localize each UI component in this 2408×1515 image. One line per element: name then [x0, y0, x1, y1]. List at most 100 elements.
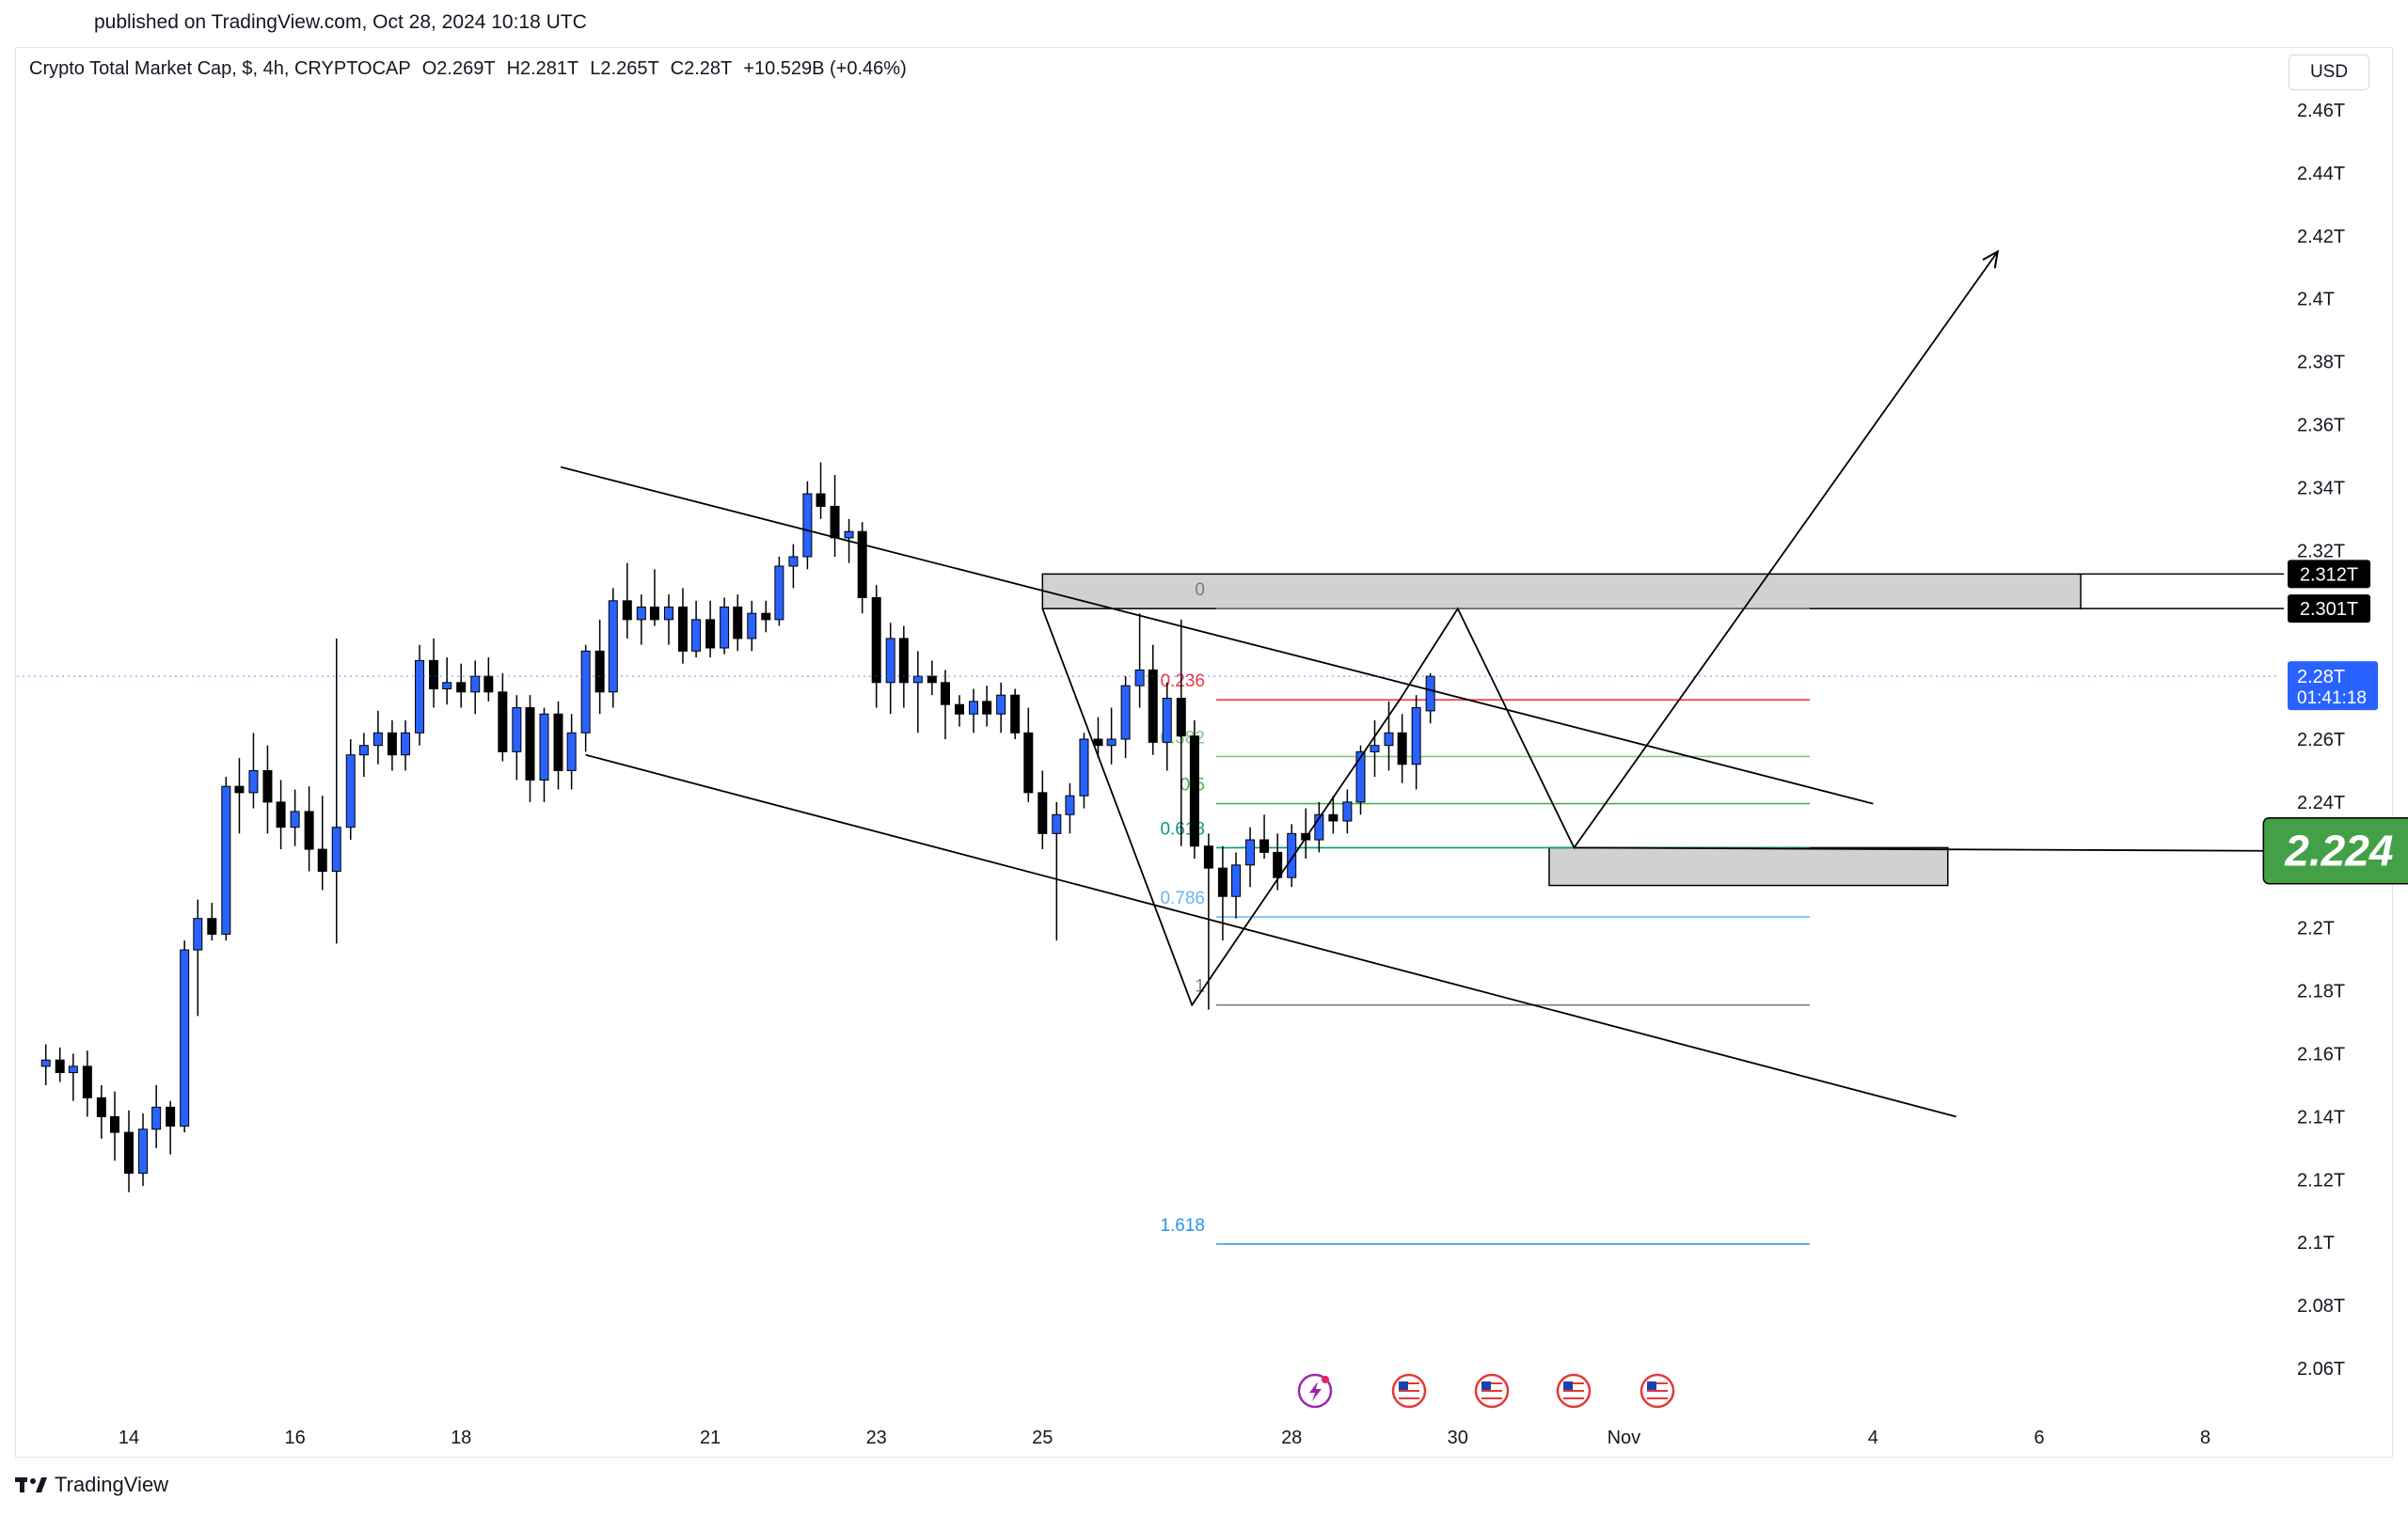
bullish-candle[interactable] — [331, 827, 341, 872]
bullish-candle[interactable] — [969, 701, 979, 715]
bearish-candle[interactable] — [1328, 813, 1339, 822]
bullish-candle[interactable] — [40, 1059, 51, 1067]
current-price-tag[interactable] — [2288, 661, 2378, 711]
bearish-candle[interactable] — [553, 713, 563, 771]
target-connector-line[interactable] — [1574, 846, 2264, 852]
bearish-candle[interactable] — [1217, 867, 1228, 897]
bullish-candle[interactable] — [1342, 801, 1353, 822]
bearish-candle[interactable] — [649, 607, 659, 621]
bearish-candle[interactable] — [1189, 735, 1199, 847]
channel-upper-trendline[interactable] — [560, 466, 1874, 805]
bullish-candle[interactable] — [1384, 732, 1394, 747]
bullish-candle[interactable] — [1287, 832, 1297, 878]
bullish-candle[interactable] — [248, 769, 259, 794]
bearish-candle[interactable] — [761, 612, 771, 621]
bearish-candle[interactable] — [857, 530, 867, 598]
target-label-box[interactable] — [2262, 816, 2408, 885]
bearish-candle[interactable] — [594, 650, 605, 693]
bearish-candle[interactable] — [622, 600, 632, 621]
bearish-candle[interactable] — [276, 801, 286, 829]
projection-path[interactable] — [1041, 251, 1999, 1007]
bullish-candle[interactable] — [151, 1106, 162, 1130]
bearish-candle[interactable] — [483, 675, 494, 693]
resistance-zone[interactable] — [1041, 573, 2082, 609]
bearish-candle[interactable] — [1038, 792, 1048, 834]
bearish-candle[interactable] — [830, 505, 840, 539]
bearish-candle[interactable] — [1176, 698, 1186, 737]
bullish-candle[interactable] — [580, 650, 591, 734]
bullish-candle[interactable] — [844, 530, 854, 539]
bearish-candle[interactable] — [927, 675, 937, 684]
bearish-candle[interactable] — [82, 1065, 92, 1098]
us-flag-event-icon[interactable] — [1391, 1373, 1427, 1409]
bearish-candle[interactable] — [55, 1059, 65, 1074]
bullish-candle[interactable] — [912, 675, 923, 684]
bullish-candle[interactable] — [1231, 864, 1242, 897]
bearish-candle[interactable] — [1010, 694, 1021, 734]
bearish-candle[interactable] — [387, 732, 397, 756]
bullish-candle[interactable] — [1106, 738, 1117, 747]
chart-frame[interactable] — [15, 47, 2393, 1458]
bearish-candle[interactable] — [705, 619, 716, 649]
us-flag-event-icon[interactable] — [1640, 1373, 1675, 1409]
us-flag-event-icon[interactable] — [1474, 1373, 1510, 1409]
bearish-candle[interactable] — [1203, 845, 1213, 869]
bullish-candle[interactable] — [415, 659, 425, 734]
bullish-candle[interactable] — [1314, 813, 1324, 841]
bearish-candle[interactable] — [262, 769, 273, 803]
bearish-candle[interactable] — [166, 1106, 176, 1127]
bullish-candle[interactable] — [372, 732, 383, 747]
support-zone[interactable] — [1548, 846, 1949, 887]
bearish-candle[interactable] — [304, 811, 314, 850]
bearish-candle[interactable] — [317, 848, 327, 872]
bullish-candle[interactable] — [442, 682, 452, 689]
bullish-candle[interactable] — [1052, 813, 1062, 834]
bullish-candle[interactable] — [193, 918, 203, 951]
bullish-candle[interactable] — [1162, 698, 1172, 743]
currency-button[interactable]: USD — [2289, 55, 2369, 90]
bullish-candle[interactable] — [221, 785, 231, 935]
bullish-candle[interactable] — [691, 619, 702, 652]
bullish-candle[interactable] — [68, 1065, 78, 1074]
tradingview-logo[interactable]: TradingView — [15, 1473, 168, 1497]
bearish-candle[interactable] — [955, 703, 964, 715]
bearish-candle[interactable] — [982, 701, 992, 715]
bullish-candle[interactable] — [512, 707, 522, 752]
bearish-candle[interactable] — [124, 1131, 134, 1175]
bullish-candle[interactable] — [636, 607, 646, 621]
bullish-candle[interactable] — [608, 600, 618, 693]
lightning-event-icon[interactable] — [1297, 1373, 1333, 1409]
bearish-candle[interactable] — [429, 659, 439, 689]
bullish-candle[interactable] — [1411, 707, 1421, 765]
bullish-candle[interactable] — [345, 754, 356, 829]
bullish-candle[interactable] — [996, 694, 1006, 715]
channel-lower-trendline[interactable] — [585, 753, 1956, 1118]
bearish-candle[interactable] — [234, 785, 245, 794]
bullish-candle[interactable] — [401, 732, 411, 756]
bearish-candle[interactable] — [1093, 738, 1103, 747]
bearish-candle[interactable] — [816, 493, 826, 507]
bearish-candle[interactable] — [871, 596, 881, 684]
bullish-candle[interactable] — [747, 612, 757, 639]
us-flag-event-icon[interactable] — [1556, 1373, 1592, 1409]
bullish-candle[interactable] — [720, 607, 730, 649]
bearish-candle[interactable] — [498, 691, 508, 752]
bullish-candle[interactable] — [1120, 685, 1131, 740]
symbol-name[interactable]: Crypto Total Market Cap, $, 4h, CRYPTOCA… — [29, 58, 411, 79]
bullish-candle[interactable] — [774, 565, 784, 621]
bearish-candle[interactable] — [940, 682, 950, 705]
bearish-candle[interactable] — [1148, 669, 1158, 743]
bullish-candle[interactable] — [1370, 745, 1380, 752]
bearish-candle[interactable] — [898, 638, 909, 684]
bullish-candle[interactable] — [1425, 675, 1435, 712]
bearish-candle[interactable] — [456, 682, 467, 693]
bullish-candle[interactable] — [180, 949, 190, 1127]
bullish-candle[interactable] — [138, 1128, 149, 1175]
bearish-candle[interactable] — [1397, 732, 1407, 765]
bearish-candle[interactable] — [525, 707, 535, 781]
bullish-candle[interactable] — [1079, 738, 1089, 797]
bullish-candle[interactable] — [290, 811, 300, 829]
bearish-candle[interactable] — [1259, 839, 1270, 853]
bearish-candle[interactable] — [677, 607, 688, 652]
